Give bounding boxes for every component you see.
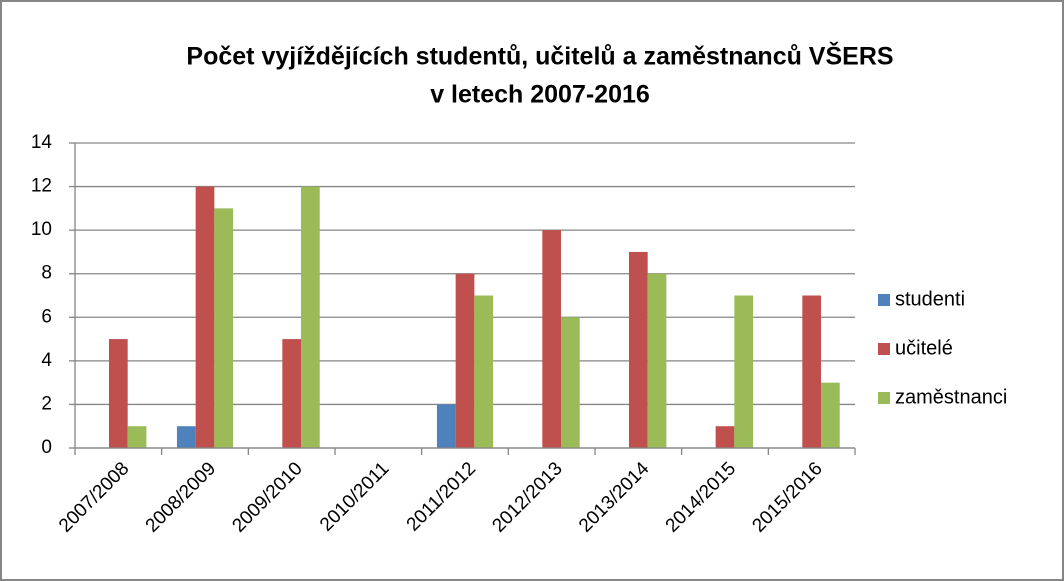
bar [301, 186, 320, 449]
y-tick-label: 0 [41, 437, 52, 458]
bar [436, 404, 456, 448]
chart-title: v letech 2007-2016 [430, 81, 650, 109]
y-tick-label: 8 [41, 263, 52, 284]
y-tick-label: 6 [41, 306, 52, 327]
bar [715, 426, 735, 448]
bar [127, 426, 147, 448]
legend-swatch [878, 392, 890, 404]
y-tick-label: 12 [31, 176, 52, 197]
legend-label: zaměstnanci [895, 386, 1007, 408]
bar [282, 339, 302, 448]
legend-swatch [878, 294, 890, 306]
legend-swatch [878, 343, 890, 355]
chart-title: Počet vyjíždějících studentů, učitelů a … [186, 41, 893, 71]
legend-label: studenti [895, 288, 965, 310]
bar [108, 339, 128, 448]
bar [628, 251, 648, 448]
bar [821, 382, 840, 448]
legend-label: učitelé [895, 337, 953, 359]
y-tick-label: 10 [31, 219, 52, 240]
y-tick-label: 2 [41, 393, 52, 414]
bar [561, 317, 580, 448]
bar [195, 186, 215, 449]
bar [647, 273, 667, 448]
bar [734, 295, 754, 448]
bar [214, 208, 234, 448]
y-tick-label: 4 [41, 350, 52, 371]
bar [176, 426, 196, 448]
bar [802, 295, 822, 448]
bar [542, 230, 562, 448]
y-tick-label: 14 [31, 132, 53, 153]
bar [474, 295, 494, 448]
bar [455, 273, 475, 448]
